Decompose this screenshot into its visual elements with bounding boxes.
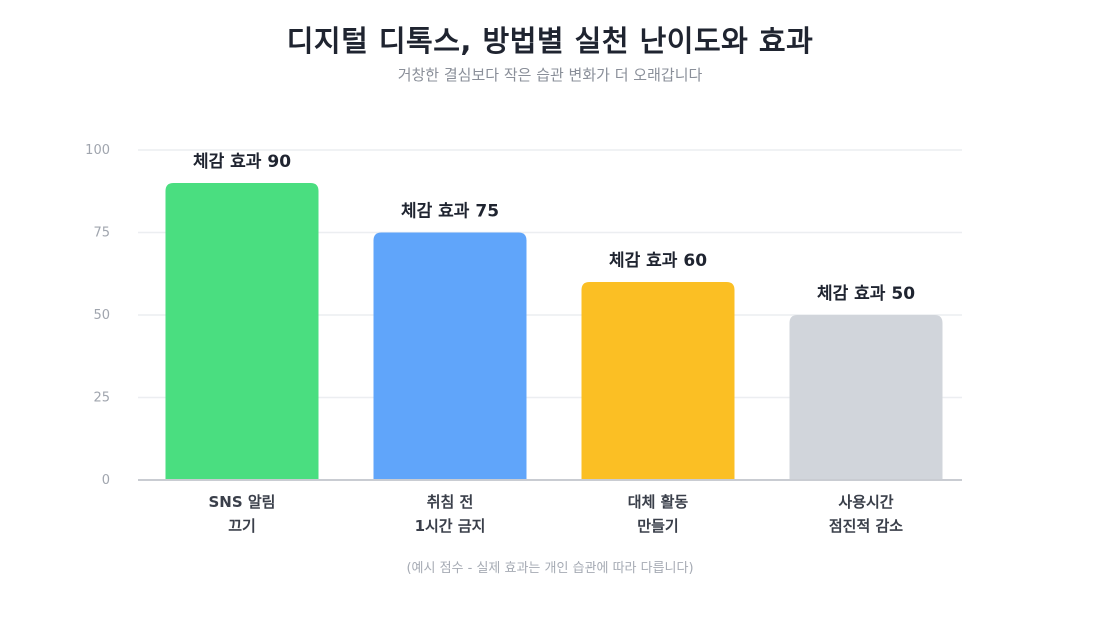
chart-subtitle: 거창한 결심보다 작은 습관 변화가 더 오래갑니다 — [397, 66, 703, 84]
bar — [789, 315, 943, 480]
x-category-label: 1시간 금지 — [415, 517, 486, 535]
x-category-label: 사용시간 — [838, 493, 893, 511]
bar — [373, 232, 527, 480]
data-label: 체감 효과 60 — [609, 251, 707, 271]
x-category-label: 취침 전 — [427, 493, 474, 511]
y-tick-label: 50 — [93, 308, 110, 323]
x-category-label: SNS 알림 — [209, 493, 276, 511]
y-tick-label: 100 — [85, 143, 110, 158]
bar — [581, 282, 735, 480]
y-tick-label: 0 — [102, 473, 110, 488]
data-label: 체감 효과 50 — [817, 284, 915, 304]
x-category-label: 점진적 감소 — [829, 517, 903, 535]
data-label: 체감 효과 90 — [193, 152, 291, 172]
chart-title: 디지털 디톡스, 방법별 실천 난이도와 효과 — [286, 24, 814, 58]
data-label: 체감 효과 75 — [401, 202, 499, 222]
x-category-label: 대체 활동 — [628, 493, 689, 511]
x-category-label: 끄기 — [228, 517, 256, 535]
y-tick-label: 25 — [93, 391, 110, 406]
x-category-label: 만들기 — [637, 517, 678, 535]
bar — [165, 183, 319, 480]
chart-footnote: (예시 점수 - 실제 효과는 개인 습관에 따라 다릅니다) — [406, 561, 694, 576]
y-tick-label: 75 — [93, 226, 110, 241]
